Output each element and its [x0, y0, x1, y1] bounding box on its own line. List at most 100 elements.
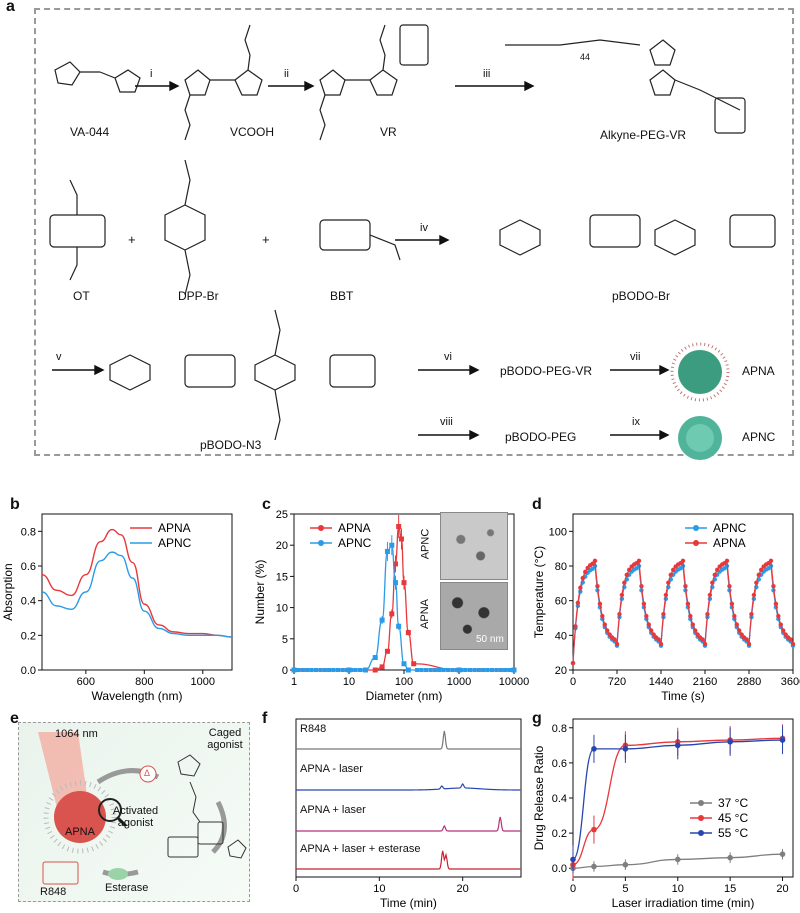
- baseline-point: [432, 668, 437, 672]
- y-tick-label: 40: [555, 630, 567, 642]
- baseline-point: [296, 668, 301, 672]
- data-point: [727, 854, 733, 861]
- data-point: [754, 580, 759, 585]
- data-point: [372, 667, 378, 673]
- plot-frame: [41, 513, 233, 671]
- data-point: [737, 628, 742, 633]
- legend-marker: [693, 525, 699, 531]
- data-point: [379, 664, 385, 670]
- x-tick-label: 1: [291, 676, 297, 688]
- baseline-point: [437, 668, 442, 672]
- peg-repeat: 44: [580, 52, 591, 62]
- x-tick-label: 720: [608, 676, 626, 688]
- step-iii: iii: [483, 68, 491, 80]
- legend-label: APNC: [338, 536, 372, 550]
- step-vii: vii: [630, 351, 641, 363]
- va044-ring2: [114, 69, 141, 93]
- r848-label-e: R848: [40, 886, 67, 898]
- data-point: [744, 637, 749, 642]
- data-point: [715, 567, 720, 573]
- y-axis-label: Number (%): [253, 560, 267, 625]
- series-line-apnc: [41, 551, 233, 638]
- data-point: [644, 613, 649, 619]
- baseline-point: [446, 668, 450, 672]
- x-axis-label: Laser irradiation time (min): [612, 896, 755, 910]
- compound-vcooh: VCOOH: [230, 125, 275, 139]
- y-tick-label: 0: [282, 665, 288, 677]
- x-tick-label: 0: [570, 883, 576, 895]
- x-tick-label: 10000: [499, 676, 530, 688]
- baseline-point: [327, 668, 332, 672]
- compound-pbodo-br: pBODO-Br: [612, 289, 671, 303]
- activated-agonist-label: Activated agonist: [112, 805, 159, 829]
- y-tick-label: 0.6: [21, 561, 36, 573]
- tem-inset-apna: [440, 582, 508, 650]
- data-point: [602, 622, 607, 627]
- baseline-point: [300, 668, 305, 672]
- data-point: [405, 630, 411, 636]
- baseline-point: [450, 668, 455, 672]
- compound-vr: VR: [380, 125, 397, 139]
- baseline-point: [424, 668, 428, 672]
- panel-label-b: b: [10, 496, 20, 513]
- y-tick-label: 20: [555, 665, 567, 677]
- y-tick-label: 15: [276, 571, 288, 583]
- panel-label-g: g: [532, 710, 542, 727]
- hplc-trace-3: [296, 850, 521, 870]
- baseline-point: [292, 668, 296, 672]
- x-axis-label: Time (s): [661, 689, 705, 703]
- scheme-box: [34, 8, 794, 456]
- baseline-point: [419, 668, 424, 672]
- baseline-point: [507, 668, 512, 672]
- compound-pbodo-n3: pBODO-N3: [200, 438, 262, 452]
- step-iv: iv: [420, 222, 428, 234]
- particle-label-apnc: APNC: [742, 430, 776, 444]
- data-point: [727, 583, 732, 589]
- x-axis-label: Diameter (nm): [366, 689, 443, 703]
- x-tick-label: 100: [395, 676, 413, 688]
- x-tick-label: 20: [776, 883, 788, 895]
- compound-alkyne-peg-vr: Alkyne-PEG-VR: [600, 128, 687, 142]
- data-point: [751, 592, 757, 598]
- x-tick-label: 10: [343, 676, 355, 688]
- inset-scale-bar-label: 50 nm: [476, 634, 504, 645]
- data-point: [773, 601, 779, 606]
- legend-label: APNA: [158, 521, 191, 535]
- y-tick-label: 20: [276, 540, 288, 552]
- esterase-label: Esterase: [105, 882, 149, 894]
- panel-label-a: a: [6, 0, 15, 15]
- y-tick-label: 0.0: [552, 863, 567, 875]
- baseline-point: [309, 668, 314, 672]
- plot-frame: [572, 718, 794, 878]
- data-point: [666, 580, 671, 585]
- data-point: [511, 667, 517, 673]
- compound-va044: VA-044: [70, 125, 110, 139]
- data-point: [619, 592, 625, 598]
- data-point: [734, 622, 739, 627]
- data-point: [622, 746, 629, 752]
- data-point: [661, 611, 666, 617]
- scheme-drawing: [49, 24, 776, 460]
- data-point: [405, 667, 411, 673]
- x-tick-label: 1000: [191, 676, 215, 688]
- data-point: [591, 746, 597, 752]
- y-tick-label: 0.8: [21, 526, 36, 538]
- data-point: [607, 632, 612, 637]
- baseline-point: [305, 668, 310, 672]
- y-tick-label: 60: [555, 596, 567, 608]
- data-point: [739, 632, 744, 637]
- baseline-point: [358, 668, 362, 672]
- data-point: [595, 583, 600, 589]
- step-i: i: [150, 68, 153, 80]
- data-point: [658, 641, 664, 647]
- y-tick-label: 0.2: [21, 630, 36, 642]
- trace-label-apna-laser: APNA + laser: [300, 804, 366, 816]
- data-point: [392, 580, 398, 586]
- data-point: [578, 585, 583, 590]
- legend-marker: [698, 815, 704, 821]
- trace-label-apna-laser-esterase: APNA + laser + esterase: [300, 843, 421, 855]
- data-point: [636, 558, 642, 563]
- inset-label-apnc: APNC: [419, 528, 432, 560]
- compound-pbodo-peg-vr: pBODO-PEG-VR: [500, 364, 593, 378]
- baseline-point: [463, 668, 468, 672]
